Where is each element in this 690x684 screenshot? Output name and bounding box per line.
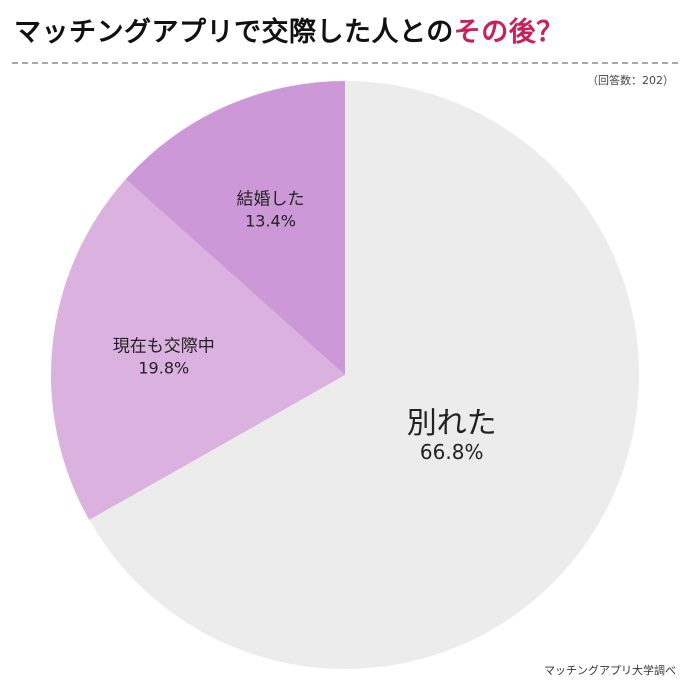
chart-title-main: マッチングアプリで交際した人との xyxy=(14,17,454,48)
pie-slice xyxy=(89,81,640,669)
slice-value-label: 19.8% xyxy=(138,359,189,378)
slice-label: 現在も交際中 xyxy=(113,337,215,357)
response-count-note: （回答数：202） xyxy=(587,74,674,87)
chart-title-highlight: その後？ xyxy=(453,17,564,48)
slice-label: 別れた xyxy=(407,406,497,441)
pie-slice xyxy=(51,179,346,520)
pie-slice xyxy=(125,81,345,375)
slice-value-label: 66.8% xyxy=(420,440,484,464)
slice-label: 結婚した xyxy=(237,190,305,210)
source-credit: マッチングアプリ大学調べ xyxy=(544,664,676,677)
title-divider xyxy=(12,62,678,64)
slice-value-label: 13.4% xyxy=(245,212,296,231)
chart-title: マッチングアプリで交際した人とのその後？ xyxy=(14,10,564,49)
